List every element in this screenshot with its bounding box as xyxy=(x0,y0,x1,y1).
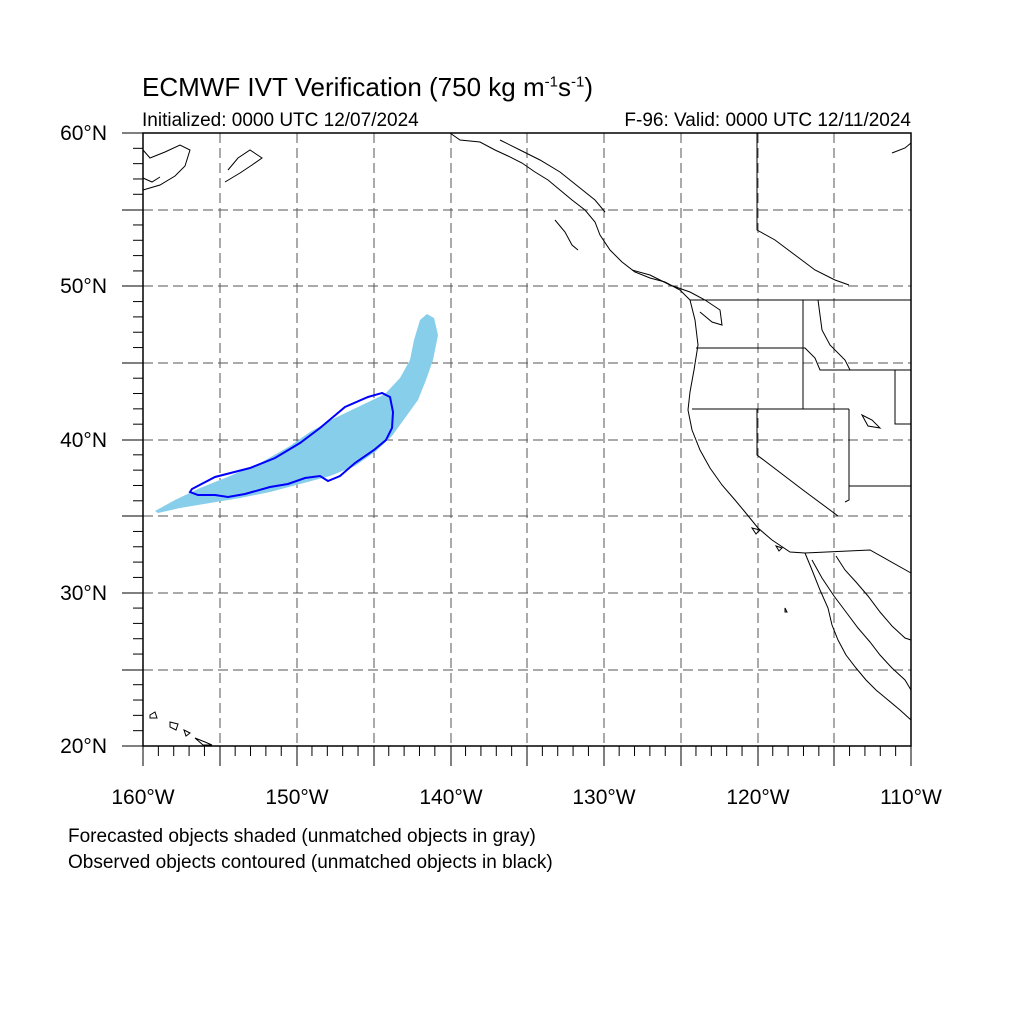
lon-label-150w: 150°W xyxy=(265,786,329,809)
lat-label-30n: 30°N xyxy=(60,582,107,605)
lat-label-60n: 60°N xyxy=(60,122,107,145)
lon-label-110w: 110°W xyxy=(880,786,942,809)
minor-tick-marks xyxy=(133,147,897,756)
valid-time: F-96: Valid: 0000 UTC 12/11/2024 xyxy=(624,110,911,131)
title-suffix: ) xyxy=(584,72,593,102)
gridlines xyxy=(143,133,911,746)
lon-label-120w: 120°W xyxy=(726,786,790,809)
lon-label-160w: 160°W xyxy=(111,786,175,809)
forecast-object-shading xyxy=(155,314,438,513)
lat-label-40n: 40°N xyxy=(60,429,107,452)
initialized-time: Initialized: 0000 UTC 12/07/2024 xyxy=(142,110,419,131)
chart-title: ECMWF IVT Verification (750 kg m-1s-1) xyxy=(142,72,593,103)
lon-label-140w: 140°W xyxy=(419,786,483,809)
lat-label-50n: 50°N xyxy=(60,275,107,298)
lon-label-130w: 130°W xyxy=(572,786,636,809)
title-prefix: ECMWF IVT Verification (750 kg m xyxy=(142,72,545,102)
title-exponent-1: -1 xyxy=(544,73,558,91)
coastlines xyxy=(142,132,912,746)
observed-object-contour xyxy=(188,391,395,499)
title-exponent-2: -1 xyxy=(570,73,585,91)
title-mid: s xyxy=(557,72,571,102)
footnote-forecast: Forecasted objects shaded (unmatched obj… xyxy=(68,826,536,847)
tick-marks xyxy=(122,132,912,766)
lat-label-20n: 20°N xyxy=(60,735,107,758)
footnote-observed: Observed objects contoured (unmatched ob… xyxy=(68,852,553,873)
map-frame xyxy=(142,132,912,747)
